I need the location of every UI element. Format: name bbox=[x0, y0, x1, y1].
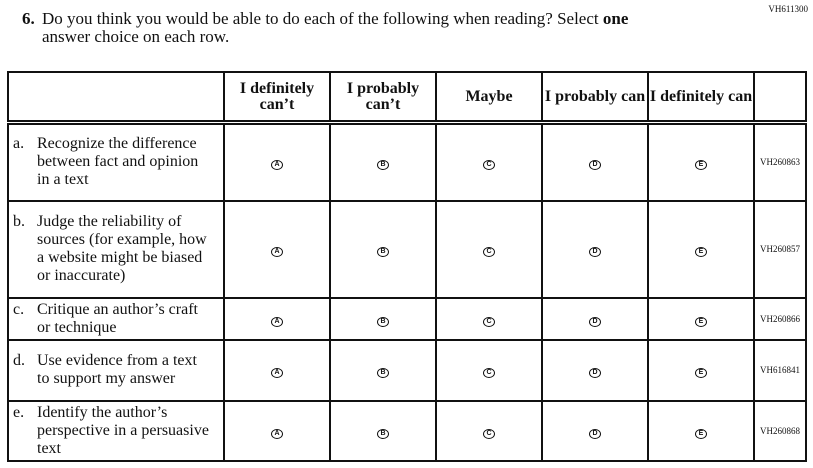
option-cell[interactable]: A bbox=[223, 296, 331, 341]
row-stem: b. Judge the reliability of sources (for … bbox=[7, 199, 225, 299]
option-cell[interactable]: B bbox=[329, 121, 437, 202]
row-text: Use evidence from a text to support my a… bbox=[37, 352, 197, 387]
option-cell[interactable]: C bbox=[435, 121, 543, 202]
row-text: Critique an author’s craft or technique bbox=[37, 300, 198, 336]
option-cell[interactable]: A bbox=[223, 399, 331, 462]
response-grid: I definitely can’t I probably can’t Maybe I… bbox=[7, 71, 807, 462]
option-cell[interactable]: B bbox=[329, 338, 437, 402]
option-cell[interactable]: C bbox=[435, 199, 543, 299]
answer-bubble-b[interactable]: B bbox=[377, 316, 389, 327]
row-letter: a. bbox=[13, 135, 25, 153]
table-row: c. Critique an author’s craft or techniqu… bbox=[7, 296, 807, 341]
column-header: I definitely can bbox=[647, 71, 755, 124]
row-code: VH260866 bbox=[753, 296, 807, 341]
option-cell[interactable]: A bbox=[223, 199, 331, 299]
table-row: d. Use evidence from a text to support my… bbox=[7, 338, 807, 402]
header-blank bbox=[7, 71, 225, 124]
answer-bubble-e[interactable]: E bbox=[695, 160, 707, 171]
option-cell[interactable]: D bbox=[541, 199, 649, 299]
answer-bubble-e[interactable]: E bbox=[695, 428, 707, 439]
option-cell[interactable]: A bbox=[223, 338, 331, 402]
answer-bubble-d[interactable]: D bbox=[589, 316, 601, 327]
answer-bubble-b[interactable]: B bbox=[377, 368, 389, 378]
option-cell[interactable]: D bbox=[541, 399, 649, 462]
answer-bubble-e[interactable]: E bbox=[695, 316, 707, 327]
row-code: VH260868 bbox=[753, 399, 807, 462]
option-cell[interactable]: E bbox=[647, 296, 755, 341]
answer-bubble-a[interactable]: A bbox=[271, 316, 283, 327]
answer-bubble-c[interactable]: C bbox=[483, 247, 495, 257]
option-cell[interactable]: B bbox=[329, 199, 437, 299]
table-row: e. Identify the author’s perspective in a… bbox=[7, 399, 807, 462]
option-cell[interactable]: E bbox=[647, 199, 755, 299]
option-cell[interactable]: C bbox=[435, 296, 543, 341]
option-cell[interactable]: D bbox=[541, 121, 649, 202]
row-letter: c. bbox=[13, 300, 25, 318]
answer-bubble-b[interactable]: B bbox=[377, 247, 389, 257]
row-code: VH260857 bbox=[753, 199, 807, 299]
option-cell[interactable]: D bbox=[541, 296, 649, 341]
option-cell[interactable]: A bbox=[223, 121, 331, 202]
answer-bubble-d[interactable]: D bbox=[589, 428, 601, 439]
answer-bubble-a[interactable]: A bbox=[271, 160, 283, 171]
header-code-blank bbox=[753, 71, 807, 124]
row-letter: b. bbox=[13, 213, 25, 230]
row-letter: d. bbox=[13, 352, 25, 369]
row-text: Identify the author’s perspective in a p… bbox=[37, 403, 209, 457]
answer-bubble-a[interactable]: A bbox=[271, 368, 283, 378]
answer-bubble-a[interactable]: A bbox=[271, 247, 283, 257]
answer-bubble-b[interactable]: B bbox=[377, 160, 389, 171]
question-text: Do you think you would be able to do eac… bbox=[42, 9, 603, 28]
option-cell[interactable]: B bbox=[329, 296, 437, 341]
row-code: VH616841 bbox=[753, 338, 807, 402]
column-header: I definitely can’t bbox=[223, 71, 331, 124]
answer-bubble-a[interactable]: A bbox=[271, 428, 283, 439]
answer-bubble-c[interactable]: C bbox=[483, 368, 495, 378]
question-number: 6. bbox=[22, 9, 35, 28]
row-text: Judge the reliability of sources (for ex… bbox=[37, 213, 207, 284]
answer-bubble-e[interactable]: E bbox=[695, 368, 707, 378]
answer-bubble-d[interactable]: D bbox=[589, 247, 601, 257]
option-cell[interactable]: E bbox=[647, 121, 755, 202]
option-cell[interactable]: E bbox=[647, 338, 755, 402]
row-letter: e. bbox=[13, 403, 25, 421]
table-row: a. Recognize the difference between fact … bbox=[7, 121, 807, 202]
row-stem: d. Use evidence from a text to support my… bbox=[7, 338, 225, 402]
answer-bubble-c[interactable]: C bbox=[483, 428, 495, 439]
row-stem: a. Recognize the difference between fact … bbox=[7, 121, 225, 202]
answer-bubble-c[interactable]: C bbox=[483, 316, 495, 327]
column-header: I probably can bbox=[541, 71, 649, 124]
answer-bubble-c[interactable]: C bbox=[483, 160, 495, 171]
answer-bubble-b[interactable]: B bbox=[377, 428, 389, 439]
question-prompt: 6. Do you think you would be able to do e… bbox=[22, 10, 722, 46]
row-code: VH260863 bbox=[753, 121, 807, 202]
option-cell[interactable]: C bbox=[435, 399, 543, 462]
column-header: I probably can’t bbox=[329, 71, 437, 124]
option-cell[interactable]: D bbox=[541, 338, 649, 402]
option-cell[interactable]: E bbox=[647, 399, 755, 462]
answer-bubble-e[interactable]: E bbox=[695, 247, 707, 257]
row-stem: e. Identify the author’s perspective in a… bbox=[7, 399, 225, 462]
answer-bubble-d[interactable]: D bbox=[589, 160, 601, 171]
question-emphasis: one bbox=[602, 9, 629, 28]
question-text-line2: answer choice on each row. bbox=[42, 27, 230, 46]
column-header: Maybe bbox=[435, 71, 543, 124]
option-cell[interactable]: C bbox=[435, 338, 543, 402]
table-row: b. Judge the reliability of sources (for … bbox=[7, 199, 807, 299]
row-stem: c. Critique an author’s craft or techniqu… bbox=[7, 296, 225, 341]
option-cell[interactable]: B bbox=[329, 399, 437, 462]
page-code: VH611300 bbox=[768, 4, 808, 14]
answer-bubble-d[interactable]: D bbox=[589, 368, 601, 378]
row-text: Recognize the difference between fact an… bbox=[37, 135, 199, 189]
